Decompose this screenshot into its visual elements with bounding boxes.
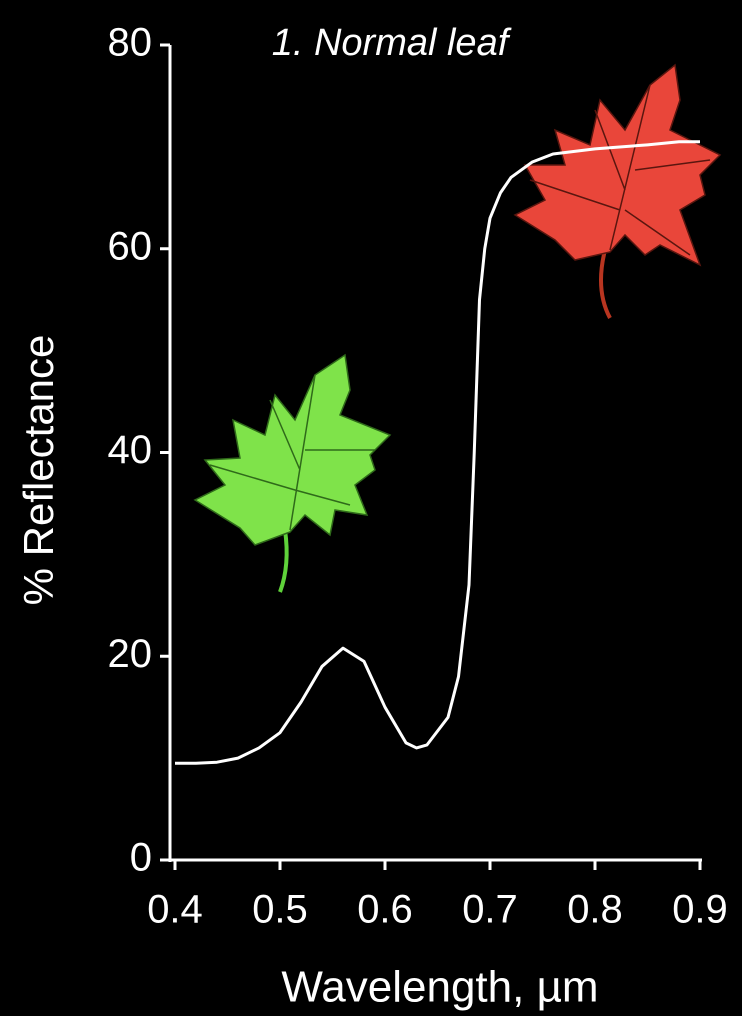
chart-title: 1. Normal leaf — [272, 22, 512, 64]
x-tick-label: 0.7 — [462, 888, 518, 932]
x-tick-label: 0.9 — [672, 888, 728, 932]
x-tick-label: 0.8 — [567, 888, 623, 932]
x-tick-label: 0.4 — [147, 888, 203, 932]
x-tick-label: 0.6 — [357, 888, 413, 932]
page: 1. Normal leaf % Reflectance Wavelength,… — [0, 0, 742, 1016]
y-tick-label: 80 — [108, 21, 153, 65]
x-axis-label: Wavelength, µm — [281, 963, 598, 1012]
x-tick-label: 0.5 — [252, 888, 308, 932]
y-tick-label: 20 — [108, 632, 153, 676]
chart: 1. Normal leaf % Reflectance Wavelength,… — [0, 0, 742, 1016]
y-axis-label: % Reflectance — [15, 335, 62, 606]
y-tick-label: 40 — [108, 428, 153, 472]
y-tick-label: 60 — [108, 224, 153, 268]
y-tick-label: 0 — [130, 836, 152, 880]
